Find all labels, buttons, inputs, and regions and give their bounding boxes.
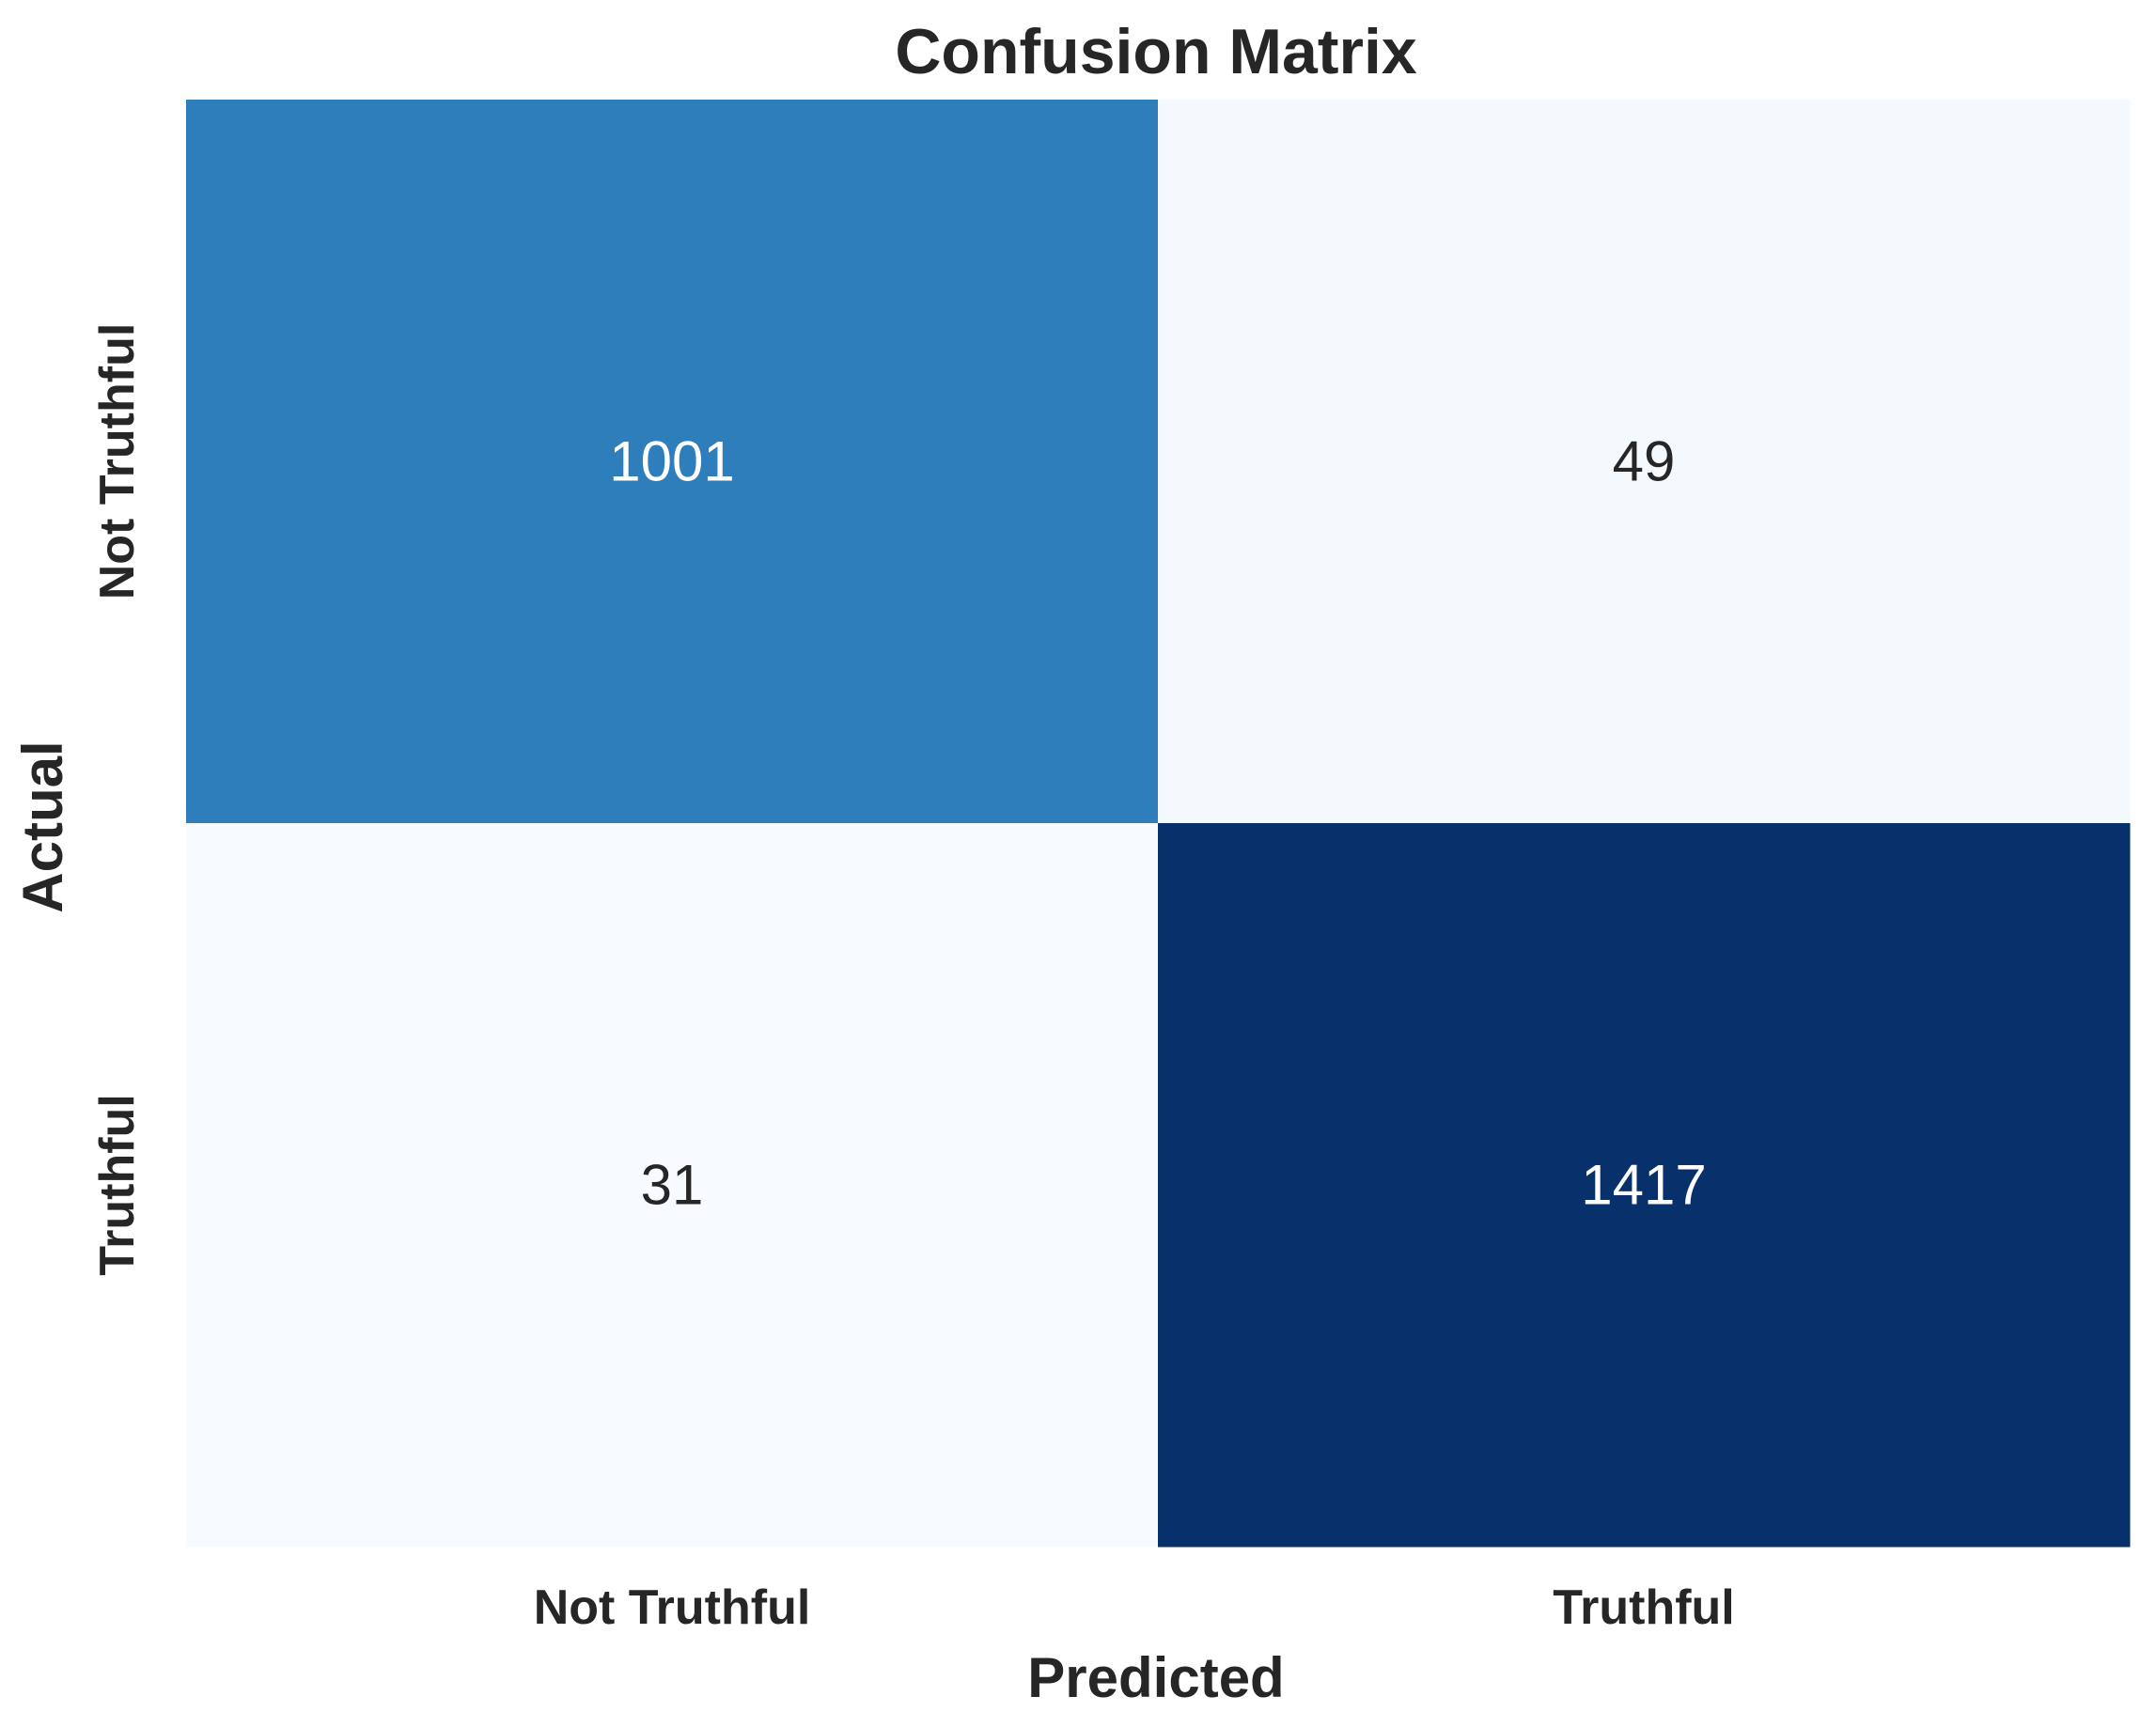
heatmap-cell <box>1158 100 2131 824</box>
heatmap-cell <box>1158 823 2131 1548</box>
cell-value-label: 1417 <box>1581 1154 1706 1217</box>
heatmap-cell-labels: 1001 49 31 1417 <box>609 430 1706 1217</box>
cell-value-label: 1001 <box>609 430 734 493</box>
cell-value-label: 31 <box>641 1154 704 1217</box>
x-tick-label: Truthful <box>1553 1580 1735 1635</box>
y-tick-label: Not Truthful <box>90 323 145 600</box>
x-axis-label: Predicted <box>1027 1646 1284 1709</box>
y-axis-label: Actual <box>11 740 74 912</box>
x-tick-label: Not Truthful <box>534 1580 811 1635</box>
cell-value-label: 49 <box>1613 430 1676 493</box>
y-axis-tick-labels: Not Truthful Truthful <box>90 323 145 1276</box>
x-axis-tick-labels: Not Truthful Truthful <box>534 1580 1735 1635</box>
chart-title: Confusion Matrix <box>895 16 1417 87</box>
heatmap-cell <box>186 100 1159 824</box>
heatmap-cell <box>186 823 1159 1548</box>
heatmap-cells <box>186 100 2131 1548</box>
y-tick-label: Truthful <box>90 1094 145 1276</box>
